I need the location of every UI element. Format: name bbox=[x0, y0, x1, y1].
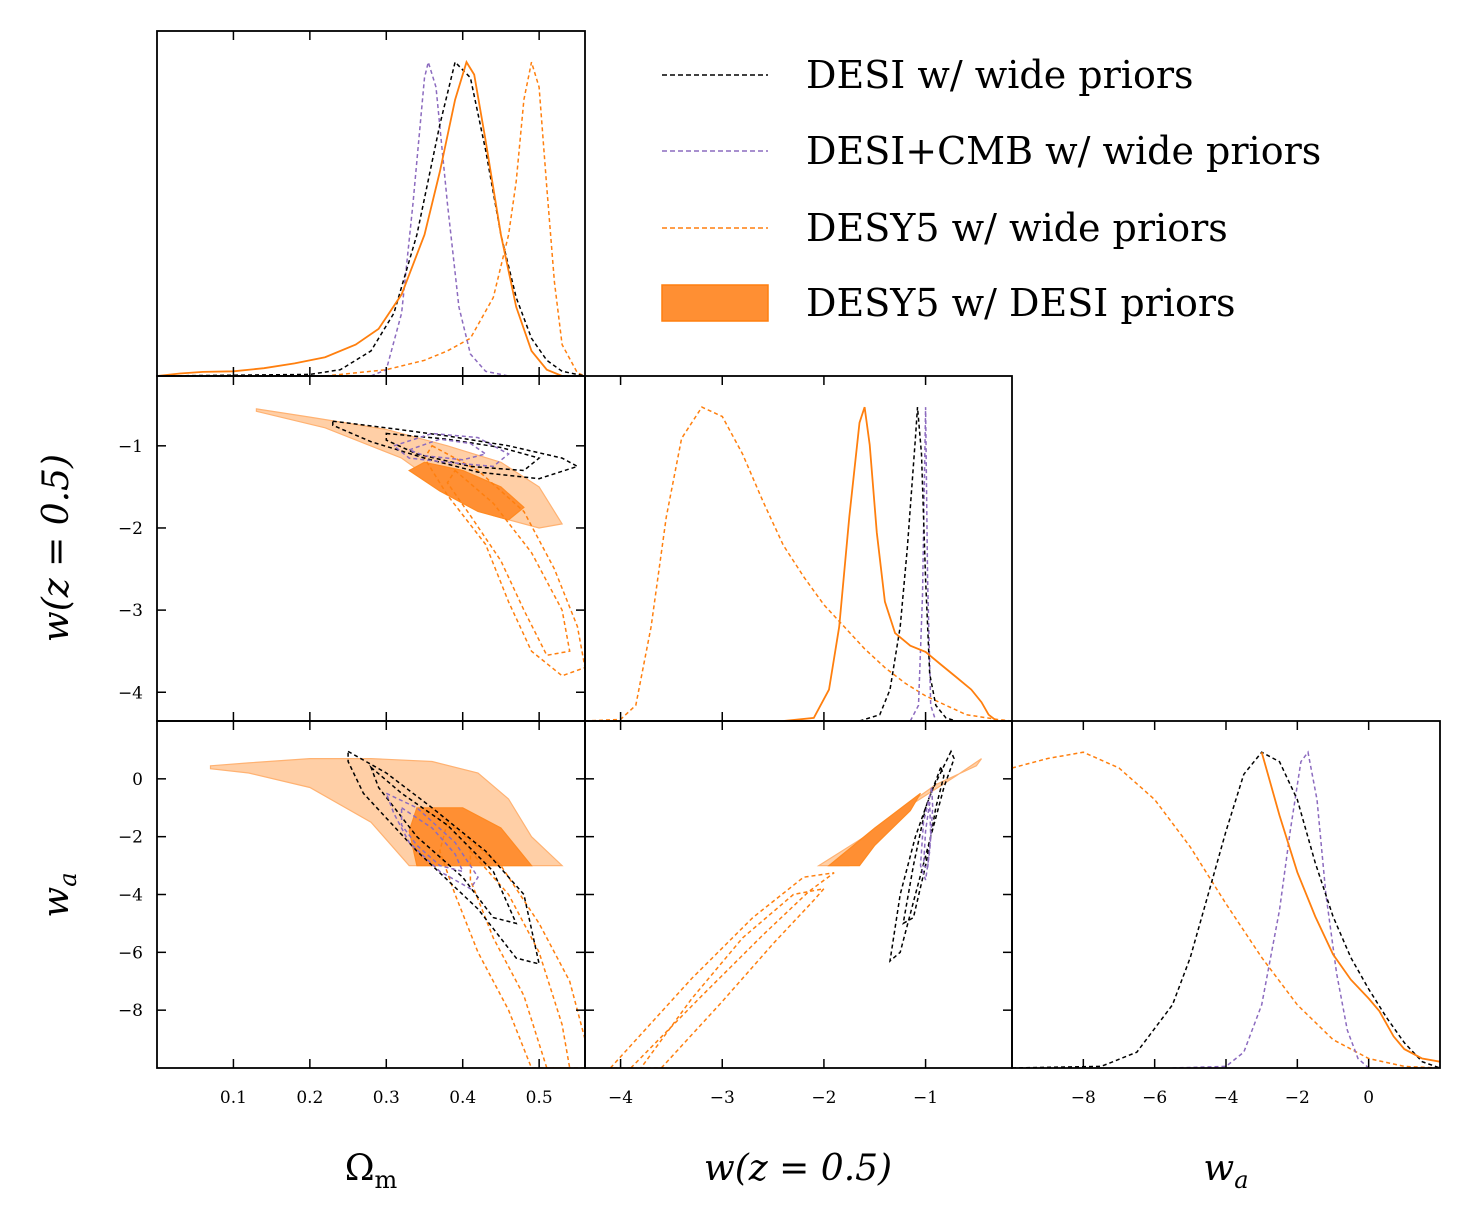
contour-desi-cmb-outer bbox=[392, 432, 510, 468]
x-tick-label: 0.5 bbox=[526, 1088, 553, 1108]
marginal-w05-panel bbox=[584, 375, 1013, 722]
x-axis-label-w05: w(z = 0.5) bbox=[704, 1148, 892, 1189]
x-tick-label: 0.1 bbox=[220, 1088, 247, 1108]
y-axis-label-wa: wa bbox=[36, 872, 82, 917]
marginal-wa-panel: −8 −6 −4 −2 0 bbox=[1011, 720, 1441, 1108]
legend-label-desy5-wide: DESY5 w/ wide priors bbox=[806, 206, 1228, 250]
contour-desi-cmb-inner bbox=[400, 806, 465, 873]
y-tick-label: −2 bbox=[118, 519, 143, 539]
y-tick-label: −4 bbox=[118, 683, 143, 703]
contours bbox=[209, 750, 585, 1068]
marginal-desi bbox=[1012, 751, 1440, 1068]
x-axis-label-wa: wa bbox=[1203, 1148, 1248, 1194]
legend-label-desi-cmb: DESI+CMB w/ wide priors bbox=[806, 129, 1321, 173]
y-tick-label: −8 bbox=[118, 1001, 143, 1021]
contour-desy5-desi-inner bbox=[408, 461, 525, 521]
marginal-desi bbox=[859, 407, 957, 721]
contour-desi-cmb-inner bbox=[407, 438, 488, 461]
omega-m-vs-wa-panel: 0.1 0.2 0.3 0.4 0.5 −8 −6 −4 −2 0 bbox=[118, 720, 586, 1108]
x-tick-label: −2 bbox=[811, 1088, 836, 1108]
contour-desy5-wide-outer bbox=[439, 820, 585, 1068]
x-tick-label: −1 bbox=[913, 1088, 938, 1108]
axis-labels: Ωm w(z = 0.5) wa w(z = 0.5) wa bbox=[36, 454, 1249, 1194]
contour-desy5-wide-inner bbox=[446, 469, 571, 657]
contour-desi-cmb-outer bbox=[919, 787, 934, 881]
marginal-desy5-desi bbox=[1260, 751, 1440, 1063]
y-tick-label: −4 bbox=[118, 886, 143, 906]
marginal-desi-cmb bbox=[370, 59, 509, 376]
marginal-omega-m-panel bbox=[156, 30, 586, 377]
marginal-curves bbox=[585, 406, 1012, 721]
w05-vs-wa-panel: −4 −3 −2 −1 bbox=[584, 720, 1013, 1108]
legend-label-desy5-desi: DESY5 w/ DESI priors bbox=[806, 281, 1236, 325]
x-tick-label: −6 bbox=[1142, 1088, 1167, 1108]
contour-desy5-wide-inner bbox=[639, 887, 826, 1068]
x-tick-label: −4 bbox=[1213, 1088, 1238, 1108]
contours bbox=[609, 749, 982, 1068]
y-axis-label-w05: w(z = 0.5) bbox=[36, 454, 77, 642]
x-tick-label: −4 bbox=[608, 1088, 633, 1108]
marginal-desy5-wide bbox=[1012, 751, 1440, 1068]
y-tick-label: −2 bbox=[118, 828, 143, 848]
legend-swatch-desy5-desi bbox=[661, 284, 769, 322]
marginal-desy5-wide bbox=[585, 406, 1012, 721]
panel-frame bbox=[584, 720, 1013, 1069]
legend: DESI w/ wide priors DESI+CMB w/ wide pri… bbox=[661, 53, 1321, 325]
contour-desi-outer bbox=[347, 750, 541, 965]
y-tick-label: −1 bbox=[118, 437, 143, 457]
marginal-desi-cmb bbox=[909, 407, 937, 721]
x-tick-label: 0.3 bbox=[373, 1088, 400, 1108]
panel-frame bbox=[156, 30, 586, 377]
contour-desy5-wide-outer bbox=[423, 444, 585, 677]
contours bbox=[255, 408, 585, 677]
marginal-desi bbox=[157, 60, 585, 376]
marginal-desy5-wide bbox=[325, 61, 585, 376]
x-tick-label: −3 bbox=[710, 1088, 735, 1108]
y-tick-label: 0 bbox=[132, 770, 143, 790]
marginal-desi-cmb bbox=[1172, 750, 1370, 1068]
x-axis-label-omega-m: Ωm bbox=[345, 1148, 398, 1194]
x-tick-label: −8 bbox=[1071, 1088, 1096, 1108]
omega-m-vs-w05-panel: −1 −2 −3 −4 bbox=[118, 375, 586, 722]
contour-desi-cmb-outer bbox=[384, 791, 479, 890]
y-tick-label: −3 bbox=[118, 601, 143, 621]
x-tick-label: 0 bbox=[1363, 1088, 1374, 1108]
marginal-curves bbox=[157, 59, 585, 376]
contour-desi-outer bbox=[888, 749, 955, 963]
marginal-curves bbox=[1012, 750, 1440, 1068]
x-tick-label: 0.2 bbox=[296, 1088, 323, 1108]
contour-desi-inner bbox=[902, 765, 945, 925]
contour-desy5-wide-outer bbox=[609, 872, 835, 1068]
y-tick-label: −6 bbox=[118, 943, 143, 963]
contour-desy5-desi-inner bbox=[827, 792, 922, 867]
marginal-desy5-desi bbox=[783, 406, 998, 721]
contour-desi-cmb-inner bbox=[922, 801, 932, 870]
x-tick-label: −2 bbox=[1285, 1088, 1310, 1108]
x-tick-label: 0.4 bbox=[449, 1088, 476, 1108]
panel-frame bbox=[1011, 720, 1441, 1069]
legend-label-desi: DESI w/ wide priors bbox=[806, 53, 1194, 97]
marginal-desy5-desi bbox=[157, 59, 563, 376]
